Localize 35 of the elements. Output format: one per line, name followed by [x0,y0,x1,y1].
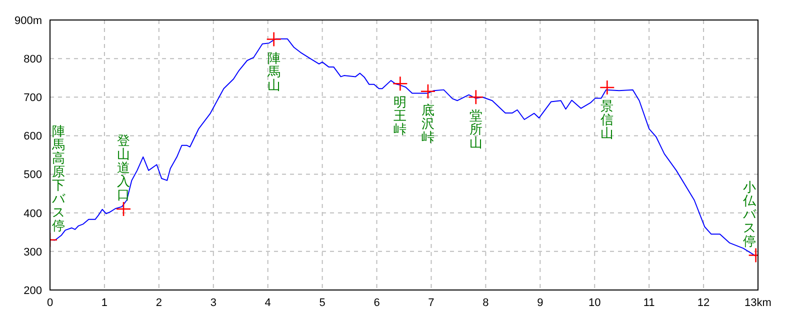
x-tick-label: 8 [482,296,489,309]
y-tick-label: 900m [14,14,42,27]
annotation: 陣馬高原下バス停 [51,124,66,234]
annotation: 小仏バス停 [742,180,757,250]
x-tick-label: 4 [264,296,271,309]
annotation: 景信山 [600,100,614,142]
x-tick-label: 12 [697,296,710,309]
x-tick-label: 9 [537,296,544,309]
point [599,80,615,96]
y-tick-label: 400 [24,208,42,220]
x-tick-label: 10 [588,296,601,309]
point [392,76,408,92]
x-tick-label: 1 [101,296,108,309]
point [420,84,436,100]
y-tick-label: 300 [24,246,42,258]
x-tick-label: 13km [744,296,772,309]
annotation: 登山道入口 [117,134,130,203]
annotation: 陣馬山 [266,51,280,94]
x-tick-label: 7 [428,296,434,309]
x-tick-label: 5 [319,296,326,309]
y-tick-label: 600 [24,130,42,143]
x-tick-label: 11 [643,296,655,309]
y-tick-label: 200 [24,284,42,297]
annotation: 明王峠 [394,96,407,138]
x-tick-label: 6 [374,296,380,309]
x-tick-label: 0 [46,296,54,309]
y-tick-label: 500 [24,169,42,182]
x-tick-label: 3 [210,296,216,309]
y-tick-label: 700 [24,92,42,104]
y-tick-label: 800 [24,53,42,66]
point [266,32,282,47]
x-tick-label: 2 [156,296,162,309]
annotation: 底沢峠 [421,103,434,146]
point [468,89,484,105]
annotation: 堂所山 [469,109,482,152]
